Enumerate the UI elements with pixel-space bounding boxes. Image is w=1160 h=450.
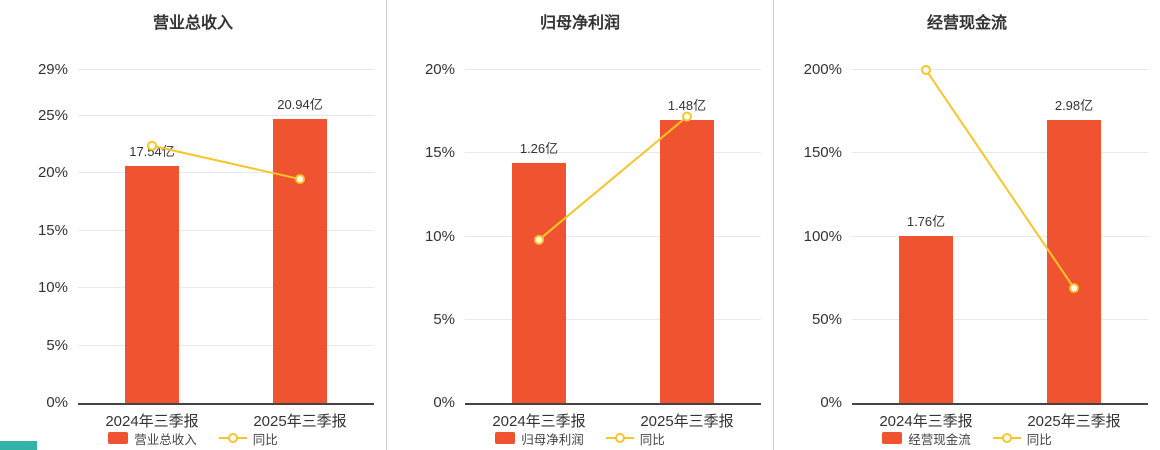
plot: 0% 5% 10% 15% 20% 1.26亿 1.48亿 — [425, 61, 761, 411]
gridline — [78, 229, 374, 231]
y-axis-tick-label: 10% — [424, 227, 455, 245]
gridline — [852, 69, 1148, 70]
y-axis-tick-label: 5% — [46, 336, 68, 354]
bar — [660, 120, 714, 403]
y-axis-tick-label: 29% — [37, 61, 68, 78]
bar-value-label: 1.76亿 — [906, 214, 946, 229]
x-category-label: 2025年三季报 — [1027, 413, 1121, 430]
x-axis-labels: 2024年三季报 2025年三季报 — [852, 405, 1148, 430]
bar-value-label: 1.26亿 — [519, 141, 559, 156]
bar-legend-swatch-icon — [108, 432, 129, 444]
bar-value-label: 20.94亿 — [277, 97, 323, 112]
trend-point — [295, 174, 305, 185]
line-legend-marker-icon — [605, 432, 634, 444]
trend-point — [534, 234, 544, 245]
legend-item-bar[interactable]: 营业总收入 — [108, 429, 197, 448]
plot: 0% 5% 10% 15% 20% 25% 29% 17.54亿 20.94亿 — [38, 61, 374, 411]
y-axis-tick-label: 150% — [803, 144, 842, 162]
partial-bottom-left-element — [0, 441, 37, 450]
chart-panel-operating-cash-flow: 经营现金流 0% 50% 100% 150% 200% 1.76亿 2.98亿 2024年三… — [773, 0, 1160, 450]
bar-value-label: 2.98亿 — [1054, 98, 1094, 113]
y-axis-tick-label: 0% — [820, 394, 842, 411]
bar-legend-swatch-icon — [495, 432, 516, 444]
plot-area: 0% 5% 10% 15% 20% 25% 29% 17.54亿 20.94亿 2024年三季报… — [38, 61, 374, 430]
chart-panel-net-profit: 归母净利润 0% 5% 10% 15% 20% 1.26亿 1.48亿 2024年三季报 20… — [386, 0, 773, 450]
x-category-label: 2024年三季报 — [879, 413, 973, 430]
gridline — [852, 152, 1148, 154]
bar-value-label: 1.48亿 — [667, 98, 707, 113]
legend-item-line[interactable]: 同比 — [992, 429, 1052, 448]
legend-label: 经营现金流 — [908, 432, 971, 447]
legend-label: 归母净利润 — [521, 432, 584, 447]
gridline — [78, 69, 374, 70]
trend-line — [538, 115, 688, 241]
bar — [899, 236, 953, 403]
chart-panel-revenue: 营业总收入 0% 5% 10% 15% 20% 25% 29% 17.54亿 20.94亿 20… — [0, 0, 386, 450]
gridline — [78, 287, 374, 289]
x-category-label: 2024年三季报 — [492, 413, 586, 430]
line-legend-marker-icon — [218, 432, 247, 444]
y-axis-tick-label: 100% — [803, 227, 842, 245]
plot-area: 0% 5% 10% 15% 20% 1.26亿 1.48亿 2024年三季报 2025年三季报 — [425, 61, 761, 430]
trend-point — [921, 65, 931, 75]
gridline — [465, 69, 761, 70]
x-axis-labels: 2024年三季报 2025年三季报 — [465, 405, 761, 430]
y-axis-tick-label: 15% — [424, 144, 455, 162]
y-axis-tick-label: 5% — [433, 310, 455, 328]
y-axis-tick-label: 0% — [433, 394, 455, 411]
trend-point — [1069, 283, 1079, 294]
chart-title: 归母净利润 — [539, 15, 620, 32]
legend-item-line[interactable]: 同比 — [218, 429, 278, 448]
y-axis-tick-label: 20% — [424, 61, 455, 78]
x-category-label: 2025年三季报 — [253, 413, 347, 430]
y-axis-tick-label: 0% — [46, 394, 68, 411]
legend-item-line[interactable]: 同比 — [605, 429, 665, 448]
x-category-label: 2025年三季报 — [640, 413, 734, 430]
y-axis-tick-label: 50% — [811, 310, 842, 328]
gridline — [852, 235, 1148, 237]
gridline — [78, 344, 374, 346]
chart-title: 营业总收入 — [152, 15, 233, 32]
legend-item-bar[interactable]: 归母净利润 — [495, 429, 584, 448]
bar-legend-swatch-icon — [882, 432, 903, 444]
y-axis-tick-label: 200% — [803, 61, 842, 78]
line-legend-marker-icon — [992, 432, 1021, 444]
trend-point — [682, 111, 692, 122]
bar — [125, 166, 179, 403]
trend-point — [147, 140, 157, 151]
legend-label: 营业总收入 — [134, 432, 197, 447]
gridline — [465, 235, 761, 237]
gridline — [465, 318, 761, 320]
legend: 营业总收入 同比 — [0, 429, 386, 448]
bar — [273, 119, 327, 403]
trend-line-layer — [147, 140, 305, 185]
gridline — [78, 172, 374, 174]
legend-item-bar[interactable]: 经营现金流 — [882, 429, 971, 448]
plot-area: 0% 50% 100% 150% 200% 1.76亿 2.98亿 2024年三季报 2025… — [804, 61, 1148, 430]
legend: 归母净利润 同比 — [387, 429, 773, 448]
bar — [512, 163, 566, 403]
legend-label: 同比 — [1026, 432, 1052, 447]
legend: 经营现金流 同比 — [774, 429, 1160, 448]
trend-line-layer — [921, 65, 1079, 294]
trend-line — [151, 144, 301, 181]
plot: 0% 50% 100% 150% 200% 1.76亿 2.98亿 — [804, 61, 1148, 411]
gridline — [465, 152, 761, 154]
legend-label: 同比 — [252, 432, 278, 447]
gridline — [78, 114, 374, 116]
y-axis-tick-label: 10% — [37, 279, 68, 297]
trend-line-layer — [534, 111, 692, 245]
trend-line — [925, 69, 1075, 289]
legend-label: 同比 — [639, 432, 665, 447]
gridline — [852, 318, 1148, 320]
y-axis-tick-label: 20% — [37, 164, 68, 182]
chart-title: 经营现金流 — [926, 15, 1007, 32]
x-axis-labels: 2024年三季报 2025年三季报 — [78, 405, 374, 430]
y-axis-tick-label: 15% — [37, 221, 68, 239]
y-axis-tick-label: 25% — [37, 106, 68, 124]
x-category-label: 2024年三季报 — [105, 413, 199, 430]
